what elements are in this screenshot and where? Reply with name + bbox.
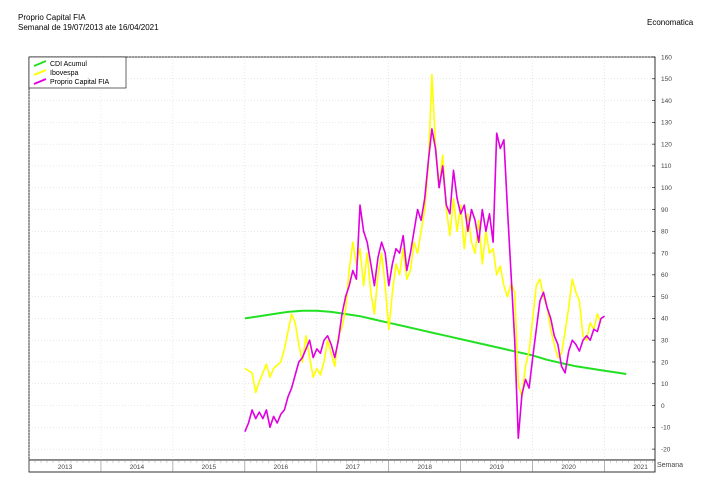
legend-label: CDI Acumul — [50, 61, 87, 68]
x-tick-label: 2013 — [58, 464, 73, 471]
chart-title: Proprio Capital FIA — [18, 13, 86, 22]
brand-label: Economatica — [647, 18, 694, 27]
x-axis-ticks: 2013 2014 2015 2016 2017 2018 2019 2020 2021 — [28, 460, 653, 472]
y-tick-label: 130 — [661, 120, 672, 127]
x-tick-label: 2015 — [202, 464, 217, 471]
y-tick-label: 120 — [661, 141, 672, 148]
x-tick-label: 2017 — [346, 464, 361, 471]
x-tick-label: 2016 — [274, 464, 289, 471]
y-tick-label: 50 — [661, 294, 669, 301]
y-tick-label: 10 — [661, 381, 669, 388]
y-tick-label: 80 — [661, 229, 669, 236]
plot-frame — [28, 56, 656, 461]
series-lines — [244, 73, 627, 440]
y-tick-label: 0 — [661, 403, 665, 410]
legend-entries: CDI Acumul Ibovespa Proprio Capital FIA — [33, 60, 109, 86]
grid-lines — [28, 56, 655, 460]
legend-swatch — [33, 78, 47, 85]
y-tick-label: 160 — [661, 54, 672, 61]
x-tick-label: 2021 — [633, 464, 648, 471]
y-tick-label: 40 — [661, 316, 669, 323]
legend-label: Proprio Capital FIA — [50, 79, 109, 86]
y-tick-label: 70 — [661, 250, 669, 257]
y-tick-label: 60 — [661, 272, 669, 279]
y-tick-label: 90 — [661, 207, 669, 214]
y-tick-label: 110 — [661, 163, 672, 170]
x-tick-label: 2018 — [418, 464, 433, 471]
series-line-3 — [244, 128, 606, 440]
y-tick-label: 150 — [661, 76, 672, 83]
y-tick-label: 30 — [661, 337, 669, 344]
y-axis-ticks: -20 -10 0 10 20 30 40 50 60 70 80 90 100 110 120 130 140… — [652, 54, 672, 453]
y-tick-label: 100 — [661, 185, 672, 192]
legend-swatch — [33, 60, 47, 67]
x-tick-label: 2019 — [489, 464, 504, 471]
series-line-1 — [244, 309, 627, 375]
y-tick-label: -20 — [661, 446, 671, 453]
legend-swatch — [33, 69, 47, 76]
legend-label: Ibovespa — [50, 70, 79, 77]
x-tick-label: 2020 — [561, 464, 576, 471]
x-axis-unit-label: Semana — [657, 462, 683, 469]
legend: CDI Acumul Ibovespa Proprio Capital FIA — [28, 56, 127, 89]
y-tick-label: 140 — [661, 98, 672, 105]
y-tick-label: 20 — [661, 359, 669, 366]
x-tick-label: 2014 — [130, 464, 145, 471]
y-tick-label: -10 — [661, 425, 671, 432]
chart-subtitle: Semanal de 19/07/2013 ate 16/04/2021 — [18, 23, 159, 32]
